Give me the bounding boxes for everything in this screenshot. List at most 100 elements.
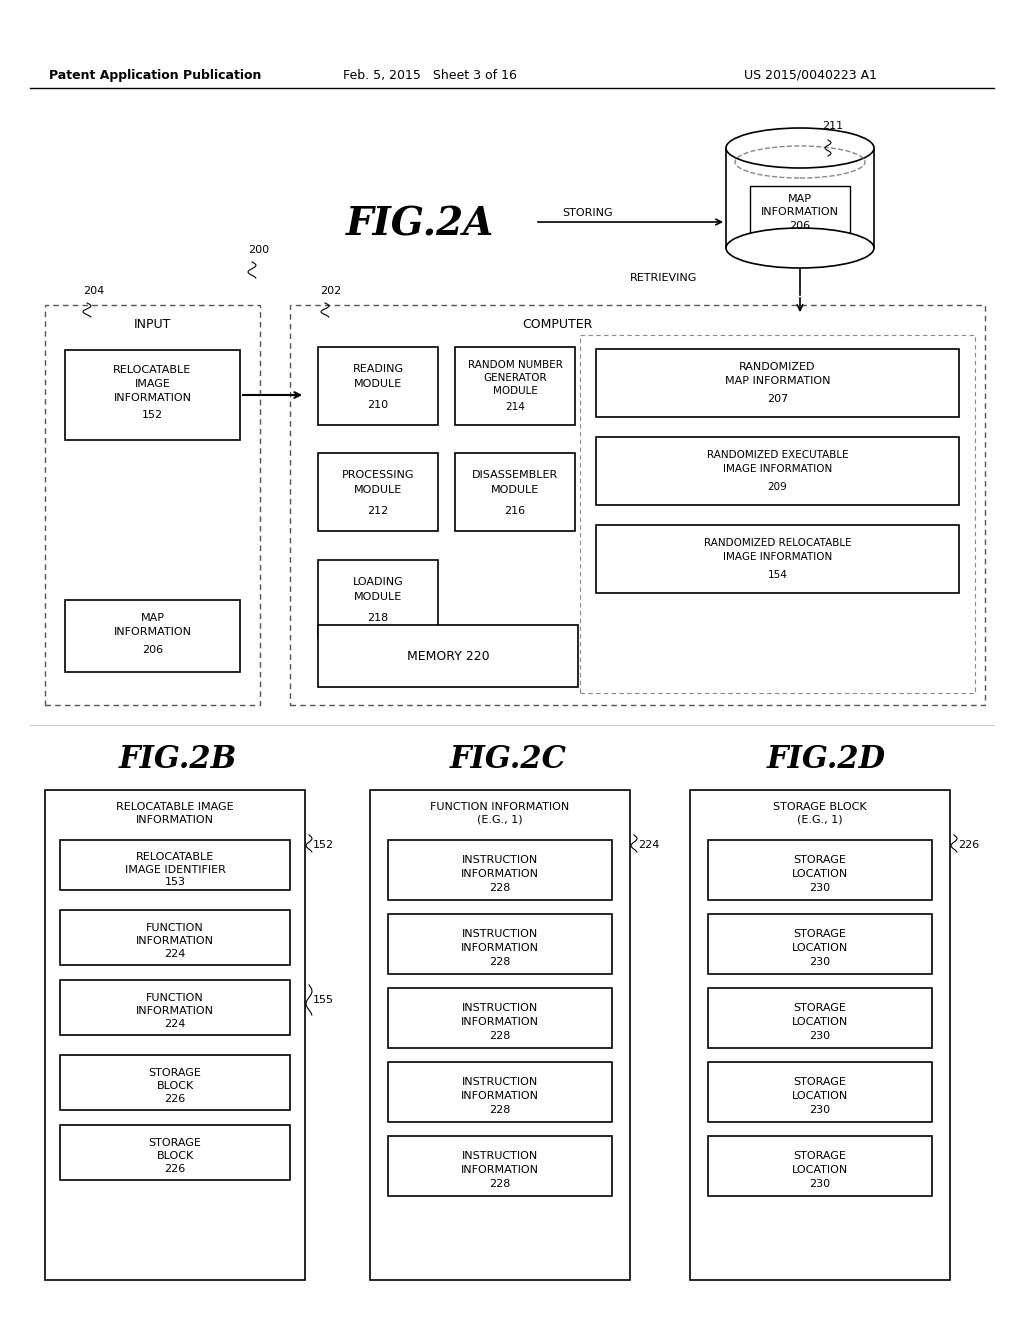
Text: FUNCTION: FUNCTION — [146, 923, 204, 933]
Bar — [60, 1055, 290, 1110]
Bar — [596, 437, 959, 506]
Bar — [596, 348, 959, 417]
Bar — [60, 840, 290, 890]
Bar — [65, 350, 240, 440]
Text: RELOCATABLE: RELOCATABLE — [136, 851, 214, 862]
Text: 200: 200 — [248, 246, 269, 255]
Text: INSTRUCTION: INSTRUCTION — [462, 855, 539, 865]
Text: MODULE: MODULE — [490, 484, 539, 495]
Text: 228: 228 — [489, 883, 511, 894]
Text: MAP INFORMATION: MAP INFORMATION — [725, 376, 830, 385]
Text: US 2015/0040223 A1: US 2015/0040223 A1 — [743, 69, 877, 82]
Text: INFORMATION: INFORMATION — [136, 814, 214, 825]
Bar — [708, 840, 932, 900]
Text: STORAGE: STORAGE — [794, 929, 847, 939]
Bar — [580, 335, 975, 693]
Text: 228: 228 — [489, 957, 511, 968]
Text: INSTRUCTION: INSTRUCTION — [462, 1151, 539, 1162]
Text: FIG.2B: FIG.2B — [119, 744, 238, 776]
Text: LOCATION: LOCATION — [792, 1166, 848, 1175]
Text: 152: 152 — [142, 411, 163, 420]
Bar — [318, 560, 438, 638]
Text: 226: 226 — [165, 1094, 185, 1104]
Bar — [750, 186, 850, 238]
Bar — [318, 347, 438, 425]
Text: RELOCATABLE IMAGE: RELOCATABLE IMAGE — [116, 803, 233, 812]
Bar — [45, 789, 305, 1280]
Text: 154: 154 — [768, 570, 787, 579]
Bar — [60, 909, 290, 965]
Bar — [60, 1125, 290, 1180]
Bar — [596, 525, 959, 593]
Text: 230: 230 — [809, 957, 830, 968]
Text: 152: 152 — [313, 840, 334, 850]
Text: 212: 212 — [368, 506, 389, 516]
Bar — [690, 789, 950, 1280]
Text: 204: 204 — [83, 286, 104, 296]
Text: STORING: STORING — [562, 209, 613, 218]
Text: GENERATOR: GENERATOR — [483, 374, 547, 383]
Text: INPUT: INPUT — [134, 318, 171, 331]
Text: FIG.2C: FIG.2C — [450, 744, 566, 776]
Bar — [388, 840, 612, 900]
Text: INSTRUCTION: INSTRUCTION — [462, 1077, 539, 1086]
Text: FUNCTION: FUNCTION — [146, 993, 204, 1003]
Text: INFORMATION: INFORMATION — [114, 393, 191, 403]
Text: 202: 202 — [319, 286, 341, 296]
Text: 230: 230 — [809, 883, 830, 894]
Text: MODULE: MODULE — [354, 484, 402, 495]
Text: MAP: MAP — [140, 612, 165, 623]
Text: BLOCK: BLOCK — [157, 1081, 194, 1092]
Bar — [65, 601, 240, 672]
Text: 206: 206 — [142, 645, 163, 655]
Text: LOADING: LOADING — [352, 577, 403, 587]
Ellipse shape — [726, 128, 874, 168]
Bar — [708, 913, 932, 974]
Text: STORAGE: STORAGE — [794, 855, 847, 865]
Text: INFORMATION: INFORMATION — [461, 1016, 539, 1027]
Text: 207: 207 — [767, 393, 788, 404]
Text: DISASSEMBLER: DISASSEMBLER — [472, 470, 558, 480]
Text: IMAGE INFORMATION: IMAGE INFORMATION — [723, 552, 833, 562]
Text: 228: 228 — [489, 1179, 511, 1189]
Text: Feb. 5, 2015   Sheet 3 of 16: Feb. 5, 2015 Sheet 3 of 16 — [343, 69, 517, 82]
Text: STORAGE BLOCK: STORAGE BLOCK — [773, 803, 866, 812]
Text: RANDOMIZED EXECUTABLE: RANDOMIZED EXECUTABLE — [707, 450, 848, 459]
Text: IMAGE IDENTIFIER: IMAGE IDENTIFIER — [125, 865, 225, 875]
Text: COMPUTER: COMPUTER — [522, 318, 593, 331]
Bar — [455, 453, 575, 531]
Bar — [388, 1137, 612, 1196]
Text: 206: 206 — [790, 220, 811, 231]
Text: 226: 226 — [958, 840, 979, 850]
Bar — [290, 305, 985, 705]
Text: 224: 224 — [164, 1019, 185, 1030]
Bar — [60, 979, 290, 1035]
Text: INFORMATION: INFORMATION — [461, 1166, 539, 1175]
Text: MODULE: MODULE — [354, 591, 402, 602]
Text: FIG.2A: FIG.2A — [346, 206, 495, 244]
Text: 230: 230 — [809, 1179, 830, 1189]
Text: INSTRUCTION: INSTRUCTION — [462, 1003, 539, 1012]
Text: STORAGE: STORAGE — [148, 1138, 202, 1148]
Text: INFORMATION: INFORMATION — [761, 207, 839, 216]
Text: 224: 224 — [164, 949, 185, 960]
Text: (E.G., 1): (E.G., 1) — [477, 814, 523, 825]
Text: INFORMATION: INFORMATION — [114, 627, 191, 638]
Bar — [388, 987, 612, 1048]
Bar — [318, 453, 438, 531]
Text: 230: 230 — [809, 1105, 830, 1115]
Text: 230: 230 — [809, 1031, 830, 1041]
Bar — [455, 347, 575, 425]
Text: 210: 210 — [368, 400, 388, 411]
Text: 214: 214 — [505, 403, 525, 412]
Text: MEMORY 220: MEMORY 220 — [407, 649, 489, 663]
Text: 216: 216 — [505, 506, 525, 516]
Bar — [388, 1063, 612, 1122]
Text: INFORMATION: INFORMATION — [461, 942, 539, 953]
Text: (E.G., 1): (E.G., 1) — [798, 814, 843, 825]
Text: BLOCK: BLOCK — [157, 1151, 194, 1162]
Text: INSTRUCTION: INSTRUCTION — [462, 929, 539, 939]
Text: 228: 228 — [489, 1105, 511, 1115]
Text: STORAGE: STORAGE — [794, 1077, 847, 1086]
Text: MAP: MAP — [788, 194, 812, 205]
